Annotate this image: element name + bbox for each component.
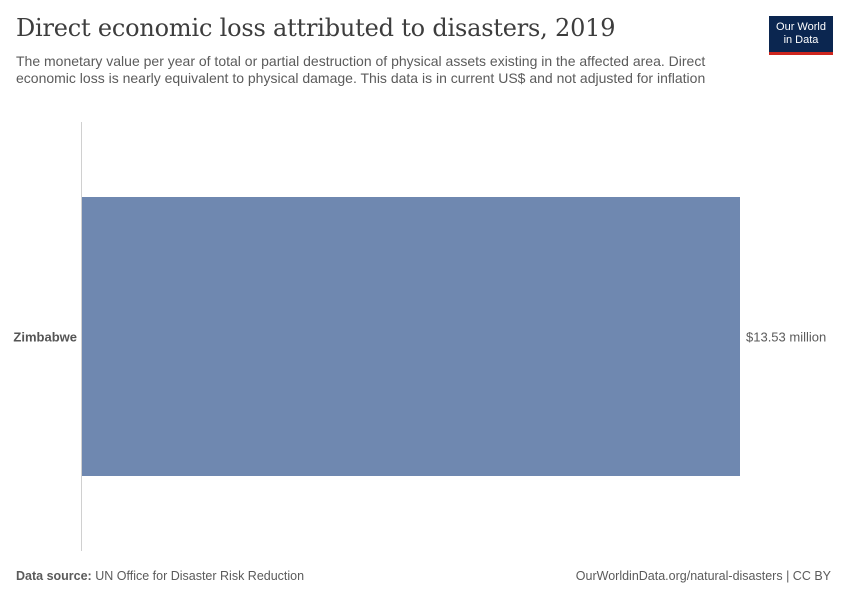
chart-title: Direct economic loss attributed to disas… <box>16 14 616 42</box>
owid-logo[interactable]: Our World in Data <box>769 16 833 55</box>
value-label: $13.53 million <box>746 330 826 345</box>
chart-subtitle: The monetary value per year of total or … <box>16 53 706 86</box>
bar-zimbabwe <box>82 197 740 476</box>
data-source-label: Data source: <box>16 569 92 583</box>
logo-line-1: Our World <box>776 21 826 33</box>
data-source-text[interactable]: UN Office for Disaster Risk Reduction <box>95 569 305 583</box>
data-source: Data source: UN Office for Disaster Risk… <box>16 569 304 583</box>
category-label: Zimbabwe <box>13 330 77 345</box>
logo-line-2: in Data <box>783 34 819 46</box>
source-url[interactable]: OurWorldinData.org/natural-disasters | C… <box>575 569 831 583</box>
